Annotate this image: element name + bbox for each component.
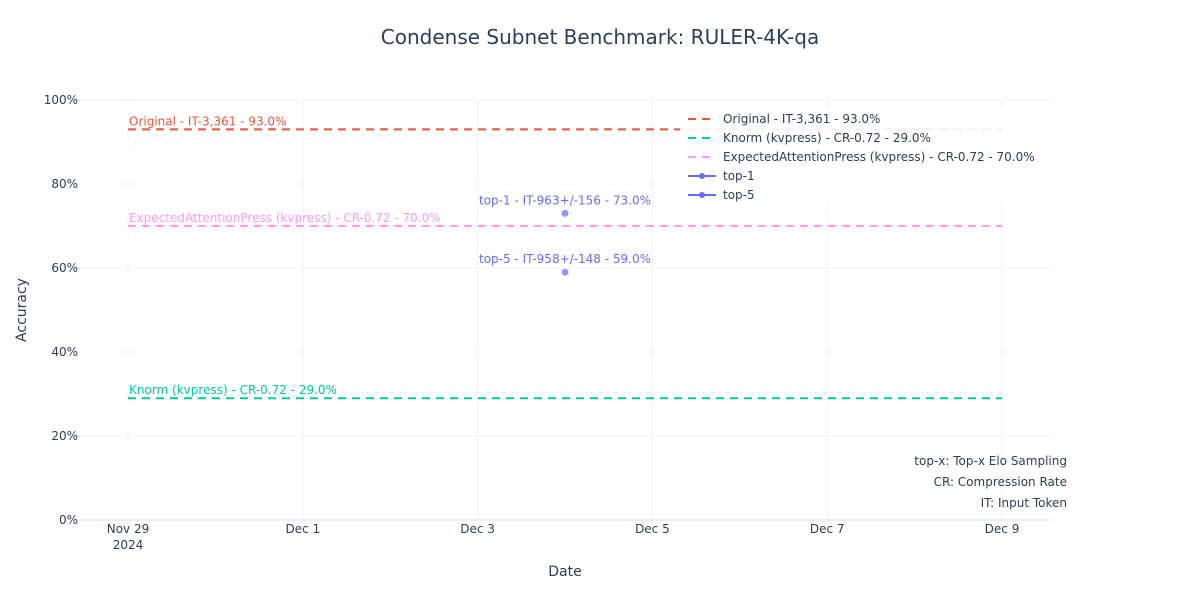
y-axis-title: Accuracy	[14, 278, 30, 342]
x-tick-label: Dec 9	[985, 522, 1020, 536]
x-axis: Nov 29 2024 Dec 1 Dec 3 Dec 5 Dec 7 Dec 9	[107, 522, 1020, 552]
y-tick-label: 100%	[44, 93, 78, 107]
y-tick-label: 20%	[51, 429, 78, 443]
reference-line-label: ExpectedAttentionPress (kvpress) - CR-0.…	[129, 211, 441, 225]
x-tick-label: Nov 29	[107, 522, 150, 536]
chart-title: Condense Subnet Benchmark: RULER-4K-qa	[381, 25, 819, 49]
x-axis-title: Date	[548, 564, 581, 580]
data-label: top-1 - IT-963+/-156 - 73.0%	[479, 193, 651, 207]
legend: Original - IT-3,361 - 93.0% Knorm (kvpres…	[680, 108, 1040, 206]
x-tick-label: Dec 5	[635, 522, 670, 536]
x-tick-label: Dec 1	[285, 522, 320, 536]
y-axis: 0% 20% 40% 60% 80% 100%	[44, 93, 78, 527]
x-tick-label: Dec 3	[460, 522, 495, 536]
note-text: IT: Input Token	[981, 496, 1067, 510]
data-point	[561, 209, 569, 217]
notes: top-x: Top-x Elo Sampling CR: Compression…	[914, 454, 1067, 510]
reference-line-label: Knorm (kvpress) - CR-0.72 - 29.0%	[129, 383, 337, 397]
legend-item-label: top-5	[723, 188, 755, 202]
data-point	[561, 268, 569, 276]
y-tick-label: 0%	[59, 513, 78, 527]
legend-background	[680, 108, 1040, 206]
note-text: CR: Compression Rate	[934, 475, 1067, 489]
reference-line-label: Original - IT-3,361 - 93.0%	[129, 114, 286, 128]
data-label: top-5 - IT-958+/-148 - 59.0%	[479, 252, 651, 266]
y-tick-label: 60%	[51, 261, 78, 275]
annotations: Original - IT-3,361 - 93.0% Knorm (kvpres…	[129, 114, 651, 397]
legend-item-label: ExpectedAttentionPress (kvpress) - CR-0.…	[723, 150, 1035, 164]
series	[561, 209, 569, 276]
legend-marker	[699, 192, 705, 198]
x-tick-sublabel: 2024	[113, 538, 144, 552]
legend-marker	[699, 173, 705, 179]
legend-item-label: Original - IT-3,361 - 93.0%	[723, 112, 880, 126]
legend-item-label: top-1	[723, 169, 755, 183]
y-tick-label: 80%	[51, 177, 78, 191]
note-text: top-x: Top-x Elo Sampling	[914, 454, 1067, 468]
y-tick-label: 40%	[51, 345, 78, 359]
x-tick-label: Dec 7	[810, 522, 845, 536]
legend-item-label: Knorm (kvpress) - CR-0.72 - 29.0%	[723, 131, 931, 145]
